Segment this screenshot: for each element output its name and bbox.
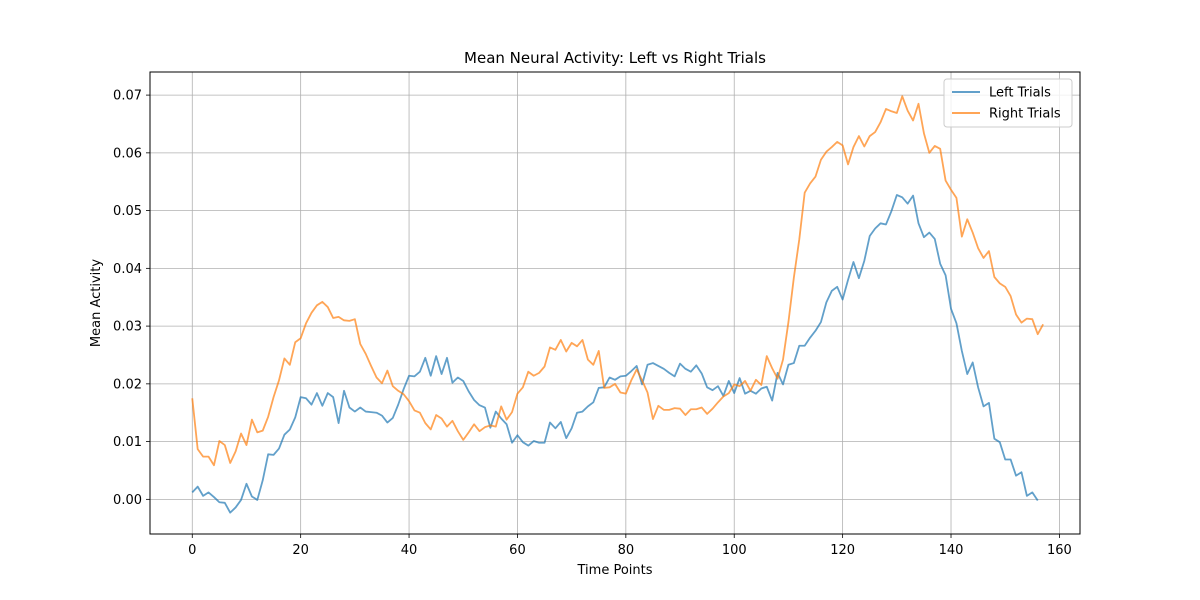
series-layer bbox=[191, 95, 1044, 514]
x-tick-label: 80 bbox=[618, 543, 635, 558]
legend-label-right-trials: Right Trials bbox=[989, 107, 1061, 122]
x-tick-label: 100 bbox=[722, 543, 747, 558]
y-axis-label: Mean Activity bbox=[89, 259, 104, 347]
grid bbox=[150, 72, 1080, 534]
x-tick-label: 140 bbox=[939, 543, 964, 558]
y-tick-label: 0.01 bbox=[113, 435, 142, 450]
x-tick-label: 60 bbox=[509, 543, 526, 558]
x-tick-label: 40 bbox=[401, 543, 418, 558]
x-tick-label: 20 bbox=[292, 543, 309, 558]
y-tick-label: 0.06 bbox=[113, 146, 142, 161]
chart-title: Mean Neural Activity: Left vs Right Tria… bbox=[464, 49, 766, 67]
legend-label-left-trials: Left Trials bbox=[989, 86, 1051, 101]
series-line-right-trials bbox=[191, 95, 1044, 467]
y-tick-label: 0.05 bbox=[113, 204, 142, 219]
x-axis-label: Time Points bbox=[577, 563, 653, 578]
x-tick-label: 120 bbox=[830, 543, 855, 558]
plot-area-frame bbox=[149, 71, 1081, 535]
y-tick-label: 0.00 bbox=[113, 493, 142, 508]
y-tick-label: 0.04 bbox=[113, 262, 142, 277]
y-tick-label: 0.02 bbox=[113, 377, 142, 392]
y-tick-label: 0.03 bbox=[113, 320, 142, 335]
axis-ticks: 0 20 40 60 80 100 120 140 160 0.00 0.01 0.02 0.03 0.0… bbox=[113, 89, 1072, 558]
y-tick-label: 0.07 bbox=[113, 89, 142, 104]
series-line-left-trials bbox=[191, 194, 1039, 514]
legend: Left Trials Right Trials bbox=[943, 78, 1073, 128]
x-tick-label: 160 bbox=[1047, 543, 1072, 558]
x-tick-label: 0 bbox=[188, 543, 196, 558]
